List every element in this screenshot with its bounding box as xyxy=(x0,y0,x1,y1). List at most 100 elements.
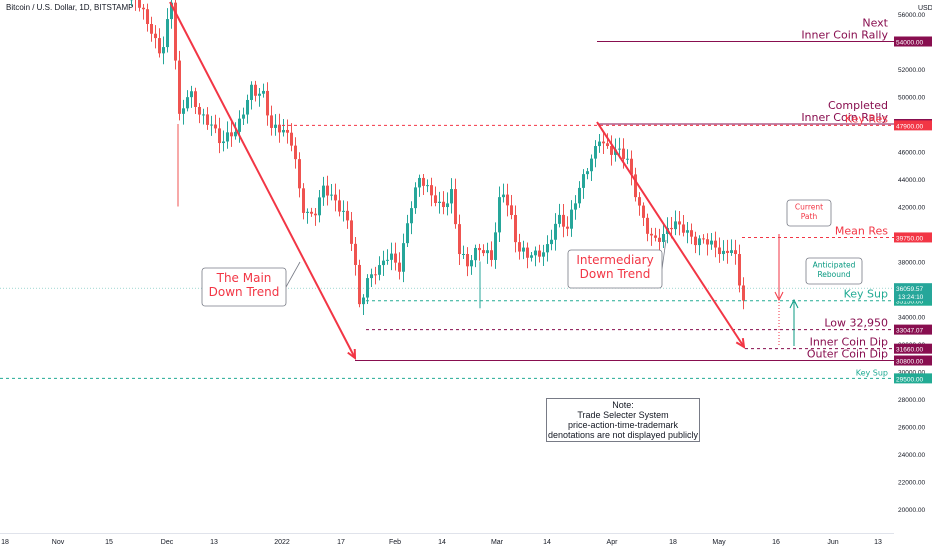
price-tag-label: 47900.00 xyxy=(896,123,923,130)
current-price-tag xyxy=(894,283,932,302)
level-label: Key Sup xyxy=(844,288,888,301)
candle-body xyxy=(378,265,381,275)
intermediary-trend-arrow-head xyxy=(735,337,746,349)
x-tick-label: 18 xyxy=(669,539,677,546)
candle-body xyxy=(194,91,197,107)
candle-body xyxy=(710,240,713,245)
x-tick-label: 14 xyxy=(438,539,446,546)
x-tick-label: 14 xyxy=(543,539,551,546)
candle-body xyxy=(142,7,145,10)
candle-body xyxy=(278,124,281,133)
candle-body xyxy=(470,260,473,267)
candle-body xyxy=(582,174,585,188)
x-tick-label: 17 xyxy=(337,539,345,546)
candle-body xyxy=(350,220,353,244)
price-tag-label: 35150.00 xyxy=(896,299,923,306)
candle-body xyxy=(406,223,409,244)
candle-body xyxy=(138,0,141,8)
x-tick-label: 15 xyxy=(105,539,113,546)
candle-body xyxy=(178,60,181,114)
candle-body xyxy=(474,247,477,261)
candle-body xyxy=(618,148,621,150)
x-tick-label: 13 xyxy=(210,539,218,546)
level-label: Next xyxy=(862,17,888,30)
candle-body xyxy=(642,205,645,218)
y-tick-label: 30000.00 xyxy=(898,370,925,377)
candle-body xyxy=(326,185,329,196)
candle-body xyxy=(210,124,213,126)
price-tag xyxy=(894,232,932,243)
candle-body xyxy=(410,208,413,224)
chart-title: Bitcoin / U.S. Dollar, 1D, BITSTAMP xyxy=(6,3,134,12)
candle-body xyxy=(286,129,289,133)
candle-body xyxy=(382,260,385,266)
candle-body xyxy=(502,194,505,198)
x-tick-label: Dec xyxy=(161,539,174,546)
candle-body xyxy=(358,264,361,305)
candle-body xyxy=(566,226,569,229)
candle-body xyxy=(422,177,425,186)
candle-body xyxy=(294,145,297,160)
candle-body xyxy=(546,244,549,253)
candle-body xyxy=(498,197,501,233)
candle-body xyxy=(174,2,177,61)
currency-label: USD xyxy=(918,5,932,12)
level-label: Mean Res xyxy=(835,224,888,237)
current-price-label: 36059.57 xyxy=(896,286,923,293)
price-axis xyxy=(894,0,932,550)
intermediary-trend-arrow xyxy=(596,121,745,348)
note-box: Note: Trade Selecter System price-action… xyxy=(546,398,700,442)
candle-body xyxy=(662,233,665,242)
candle-body xyxy=(550,239,553,245)
candle-body xyxy=(334,194,337,201)
main-trend-callout-pointer xyxy=(285,261,301,288)
candle-body xyxy=(598,141,601,147)
candle-body xyxy=(202,114,205,116)
candle-body xyxy=(214,124,217,129)
candle-body xyxy=(606,143,609,147)
candle-body xyxy=(726,250,729,253)
candle-body xyxy=(454,189,457,225)
candle-body xyxy=(442,201,445,208)
candle-body xyxy=(570,209,573,229)
candle-body xyxy=(478,247,481,251)
candle-body xyxy=(242,114,245,119)
candle-body xyxy=(702,238,705,240)
candle-body xyxy=(274,124,277,128)
main-trend-arrow-head xyxy=(347,348,357,361)
price-tag-label: 39750.00 xyxy=(896,235,923,242)
price-tag-label: 29500.00 xyxy=(896,376,923,383)
x-tick-label: 16 xyxy=(772,539,780,546)
y-tick-label: 52000.00 xyxy=(898,67,925,74)
candle-body xyxy=(390,253,393,260)
candle-body xyxy=(398,262,401,272)
x-tick-label: Mar xyxy=(491,539,504,546)
price-tag xyxy=(894,355,932,366)
candle-body xyxy=(574,203,577,210)
x-tick-label: 13 xyxy=(874,539,882,546)
main-trend-callout-text: The Main xyxy=(216,271,272,285)
candle-body xyxy=(190,91,193,98)
candle-body xyxy=(258,93,261,96)
candle-body xyxy=(658,237,661,242)
candle-body xyxy=(386,259,389,261)
candle-body xyxy=(646,217,649,234)
y-tick-label: 26000.00 xyxy=(898,425,925,432)
countdown-label: 13:24:10 xyxy=(898,294,924,301)
candle-body xyxy=(430,185,433,196)
candle-body xyxy=(634,174,637,198)
candle-body xyxy=(638,197,641,206)
level-label: Inner Coin Rally xyxy=(801,29,888,42)
candle-body xyxy=(486,250,489,254)
candle-body xyxy=(394,253,397,263)
candle-body xyxy=(338,200,341,212)
y-tick-label: 38000.00 xyxy=(898,260,925,267)
candle-body xyxy=(630,158,633,175)
candle-body xyxy=(686,230,689,233)
candle-body xyxy=(354,243,357,265)
level-label: Outer Coin Dip xyxy=(807,348,888,361)
candle-body xyxy=(270,115,273,128)
level-label: Key Sup xyxy=(856,368,888,377)
candle-body xyxy=(734,250,737,255)
